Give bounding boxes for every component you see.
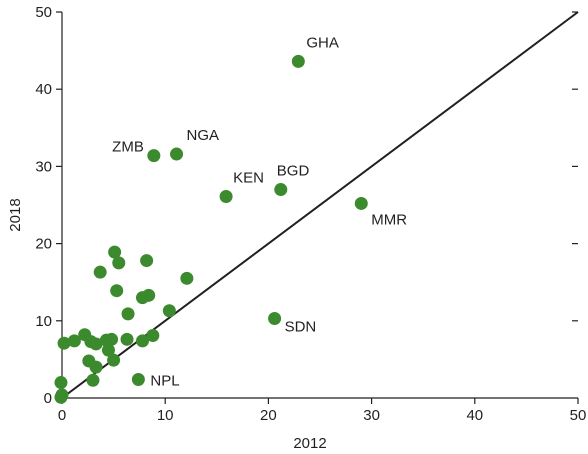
point-label-sdn: SDN: [285, 318, 317, 335]
y-tick-label: 30: [35, 158, 52, 175]
point-label-npl: NPL: [150, 372, 179, 389]
x-tick-label: 10: [157, 407, 174, 424]
data-point: [142, 288, 156, 302]
data-point: [86, 373, 100, 387]
data-point: [121, 307, 135, 321]
x-tick-label: 40: [466, 407, 483, 424]
data-point: [67, 334, 81, 348]
data-point: [93, 265, 107, 279]
data-point: [140, 254, 154, 268]
y-tick-label: 40: [35, 81, 52, 98]
point-label-zmb: ZMB: [112, 139, 144, 156]
data-point: [108, 245, 122, 259]
y-ticks: 0 10 20 30 40 50: [35, 4, 62, 407]
x-ticks: 0 10 20 30 40 50: [58, 398, 587, 424]
axes: [61, 12, 578, 399]
x-axis-title: 2012: [293, 435, 326, 452]
data-point: [112, 256, 126, 270]
data-point: [101, 343, 115, 357]
data-point-npl: [131, 372, 145, 386]
y-tick-label: 10: [35, 313, 52, 330]
data-point-zmb: [147, 149, 161, 163]
data-point: [89, 360, 103, 374]
data-point: [54, 390, 68, 404]
data-point: [146, 328, 160, 342]
y-tick-label: 50: [35, 4, 52, 21]
data-point: [57, 336, 71, 350]
data-point: [54, 376, 68, 390]
data-point: [105, 332, 119, 346]
data-point-mmr: [354, 196, 368, 210]
point-label-gha: GHA: [306, 34, 339, 51]
y-axis-title: 2018: [7, 198, 24, 231]
data-point: [110, 284, 124, 298]
point-label-nga: NGA: [187, 127, 220, 144]
y-ticks-right: [572, 11, 578, 322]
data-point: [135, 334, 149, 348]
data-points: [54, 54, 368, 404]
x-tick-label: 30: [363, 407, 380, 424]
data-point: [120, 332, 134, 346]
data-point-bgd: [274, 183, 288, 197]
x-tick-label: 50: [570, 407, 587, 424]
data-point: [162, 304, 176, 318]
data-point: [107, 353, 121, 367]
data-point-nga: [170, 147, 184, 161]
data-point: [180, 271, 194, 285]
x-tick-label: 0: [58, 407, 66, 424]
data-point-ken: [219, 190, 233, 204]
point-label-mmr: MMR: [371, 211, 407, 228]
x-tick-label: 20: [260, 407, 277, 424]
point-label-bgd: BGD: [277, 163, 310, 180]
data-point-sdn: [268, 311, 282, 325]
data-point: [89, 337, 103, 351]
data-point-gha: [291, 54, 305, 68]
y-tick-label: 20: [35, 236, 52, 253]
point-label-ken: KEN: [233, 170, 264, 187]
point-labels: GHA ZMB NGA KEN BGD MMR SDN NPL: [112, 34, 407, 389]
y-tick-label: 0: [44, 390, 52, 407]
